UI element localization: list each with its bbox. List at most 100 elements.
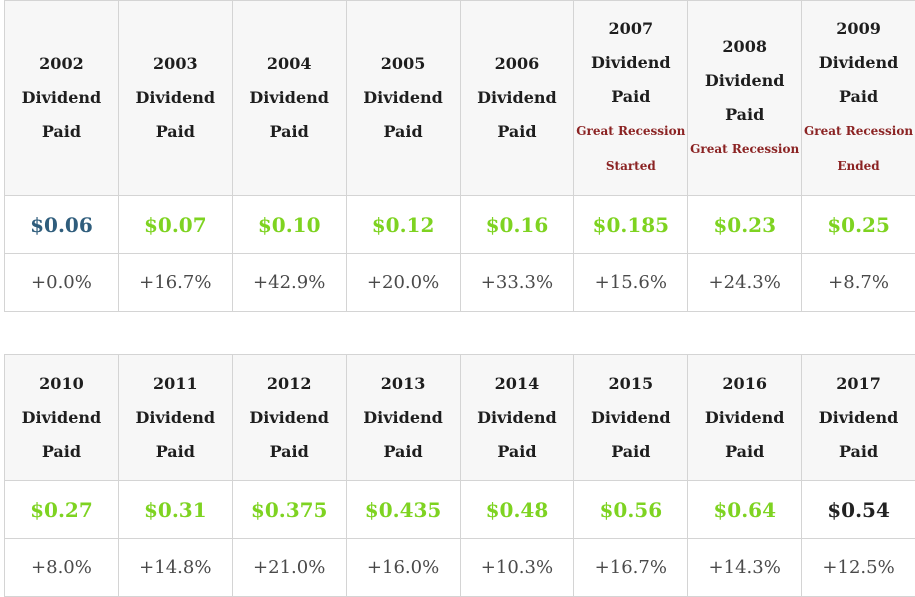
- dividend-value-row: $0.06 $0.07 $0.10 $0.12 $0.16 $0.185 $0.…: [5, 196, 915, 254]
- percent-change: +14.3%: [688, 539, 802, 597]
- header-row: 2010 Dividend Paid 2011 Dividend Paid 20…: [5, 355, 915, 481]
- dividend-value: $0.435: [346, 481, 460, 539]
- header-label: Dividend: [119, 81, 232, 115]
- header-cell-2004: 2004 Dividend Paid: [232, 1, 346, 196]
- header-year: 2015: [574, 367, 687, 401]
- header-cell-2016: 2016 Dividend Paid: [688, 355, 802, 481]
- header-label: Dividend: [688, 64, 801, 98]
- dividend-value: $0.64: [688, 481, 802, 539]
- dividend-table-2010-2017: 2010 Dividend Paid 2011 Dividend Paid 20…: [4, 354, 915, 597]
- percent-change: +20.0%: [346, 254, 460, 312]
- dividend-value: $0.56: [574, 481, 688, 539]
- header-label: Dividend: [688, 401, 801, 435]
- header-year: 2013: [347, 367, 460, 401]
- header-cell-2011: 2011 Dividend Paid: [118, 355, 232, 481]
- header-year: 2011: [119, 367, 232, 401]
- header-label: Paid: [688, 435, 801, 469]
- percent-change: +16.7%: [574, 539, 688, 597]
- header-cell-2006: 2006 Dividend Paid: [460, 1, 574, 196]
- percent-change: +33.3%: [460, 254, 574, 312]
- percent-change: +10.3%: [460, 539, 574, 597]
- dividend-table-2002-2009: 2002 Dividend Paid 2003 Dividend Paid 20…: [4, 0, 915, 312]
- recession-note: Ended: [802, 149, 915, 184]
- header-cell-2008: 2008 Dividend Paid Great Recession: [688, 1, 802, 196]
- header-year: 2009: [802, 12, 915, 46]
- percent-change: +15.6%: [574, 254, 688, 312]
- header-label: Dividend: [461, 81, 574, 115]
- header-label: Dividend: [574, 46, 687, 80]
- dividend-value: $0.23: [688, 196, 802, 254]
- header-label: Dividend: [461, 401, 574, 435]
- dividend-value: $0.06: [5, 196, 119, 254]
- header-label: Dividend: [802, 401, 915, 435]
- header-label: Paid: [5, 435, 118, 469]
- header-label: Dividend: [119, 401, 232, 435]
- header-year: 2016: [688, 367, 801, 401]
- header-label: Paid: [347, 435, 460, 469]
- percent-change: +14.8%: [118, 539, 232, 597]
- dividend-value: $0.27: [5, 481, 119, 539]
- header-label: Paid: [5, 115, 118, 149]
- header-year: 2008: [688, 30, 801, 64]
- header-label: Paid: [233, 115, 346, 149]
- header-cell-2002: 2002 Dividend Paid: [5, 1, 119, 196]
- header-year: 2003: [119, 47, 232, 81]
- dividend-value: $0.10: [232, 196, 346, 254]
- header-label: Paid: [233, 435, 346, 469]
- header-label: Dividend: [233, 401, 346, 435]
- dividend-value-row: $0.27 $0.31 $0.375 $0.435 $0.48 $0.56 $0…: [5, 481, 915, 539]
- header-year: 2004: [233, 47, 346, 81]
- header-label: Dividend: [347, 401, 460, 435]
- dividend-value: $0.185: [574, 196, 688, 254]
- percent-change: +12.5%: [802, 539, 915, 597]
- percent-change: +42.9%: [232, 254, 346, 312]
- header-label: Dividend: [347, 81, 460, 115]
- header-cell-2007: 2007 Dividend Paid Great Recession Start…: [574, 1, 688, 196]
- recession-note: Started: [574, 149, 687, 184]
- header-label: Dividend: [233, 81, 346, 115]
- dividend-value: $0.25: [802, 196, 915, 254]
- header-cell-2014: 2014 Dividend Paid: [460, 355, 574, 481]
- header-label: Paid: [574, 435, 687, 469]
- header-year: 2007: [574, 12, 687, 46]
- header-year: 2014: [461, 367, 574, 401]
- header-cell-2015: 2015 Dividend Paid: [574, 355, 688, 481]
- percent-change-row: +8.0% +14.8% +21.0% +16.0% +10.3% +16.7%…: [5, 539, 915, 597]
- header-label: Paid: [574, 80, 687, 114]
- header-label: Paid: [119, 435, 232, 469]
- dividend-value: $0.375: [232, 481, 346, 539]
- header-year: 2002: [5, 47, 118, 81]
- percent-change: +8.0%: [5, 539, 119, 597]
- dividend-value: $0.54: [802, 481, 915, 539]
- recession-note: Great Recession: [688, 132, 801, 167]
- header-year: 2010: [5, 367, 118, 401]
- header-label: Dividend: [5, 81, 118, 115]
- header-year: 2012: [233, 367, 346, 401]
- header-label: Paid: [802, 435, 915, 469]
- header-label: Dividend: [5, 401, 118, 435]
- header-label: Dividend: [802, 46, 915, 80]
- header-cell-2003: 2003 Dividend Paid: [118, 1, 232, 196]
- header-label: Dividend: [574, 401, 687, 435]
- percent-change: +16.0%: [346, 539, 460, 597]
- recession-note: Great Recession: [574, 114, 687, 149]
- percent-change: +8.7%: [802, 254, 915, 312]
- header-year: 2017: [802, 367, 915, 401]
- recession-note: Great Recession: [802, 114, 915, 149]
- header-cell-2009: 2009 Dividend Paid Great Recession Ended: [802, 1, 915, 196]
- dividend-value: $0.07: [118, 196, 232, 254]
- header-cell-2012: 2012 Dividend Paid: [232, 355, 346, 481]
- header-label: Paid: [119, 115, 232, 149]
- dividend-value: $0.16: [460, 196, 574, 254]
- header-year: 2005: [347, 47, 460, 81]
- header-row: 2002 Dividend Paid 2003 Dividend Paid 20…: [5, 1, 915, 196]
- header-year: 2006: [461, 47, 574, 81]
- header-cell-2017: 2017 Dividend Paid: [802, 355, 915, 481]
- percent-change: +16.7%: [118, 254, 232, 312]
- dividend-value: $0.31: [118, 481, 232, 539]
- header-label: Paid: [461, 115, 574, 149]
- percent-change: +21.0%: [232, 539, 346, 597]
- percent-change-row: +0.0% +16.7% +42.9% +20.0% +33.3% +15.6%…: [5, 254, 915, 312]
- header-cell-2010: 2010 Dividend Paid: [5, 355, 119, 481]
- dividend-value: $0.48: [460, 481, 574, 539]
